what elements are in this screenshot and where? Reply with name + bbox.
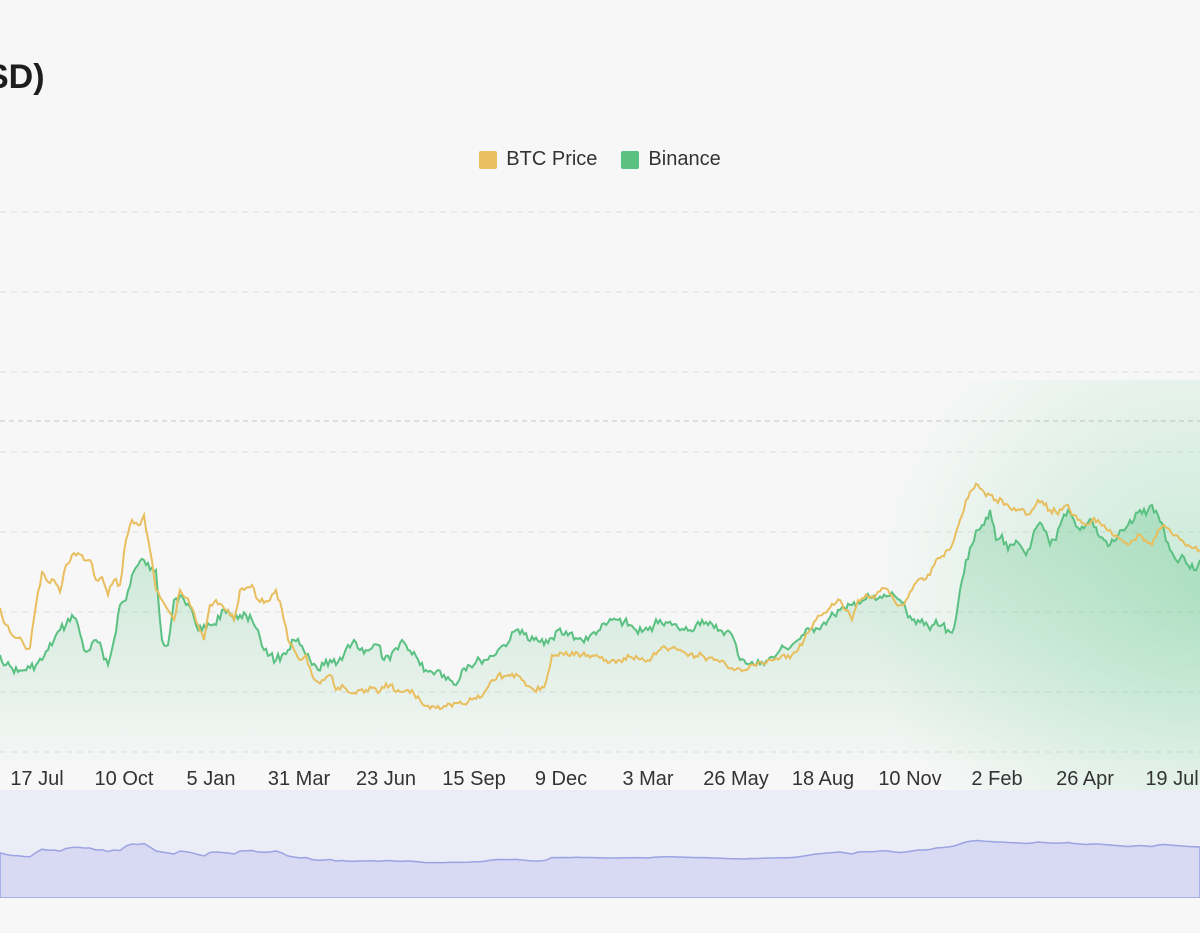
- legend-swatch-binance: [621, 150, 640, 169]
- x-axis-ticks: 17 Jul 10 Oct 5 Jan 31 Mar 23 Jun 15 Sep 9 Dec…: [10, 768, 1198, 790]
- x-tick-label: 17 Jul: [10, 768, 63, 790]
- range-navigator[interactable]: [0, 790, 1200, 898]
- legend-swatch-btc-price: [479, 150, 498, 169]
- legend-label-btc-price: BTC Price: [506, 148, 598, 170]
- x-tick-label: 19 Jul: [1145, 768, 1198, 790]
- legend-label-binance: Binance: [648, 148, 721, 170]
- x-tick-label: 15 Sep: [442, 768, 505, 790]
- x-tick-label: 18 Aug: [792, 768, 854, 790]
- binance-area: [0, 505, 1200, 760]
- legend-item-binance[interactable]: Binance: [621, 148, 721, 171]
- navigator-area: [0, 839, 1200, 898]
- x-tick-label: 10 Oct: [95, 768, 154, 790]
- legend-item-btc-price[interactable]: BTC Price: [479, 148, 597, 171]
- x-tick-label: 26 May: [703, 768, 769, 790]
- x-tick-label: 5 Jan: [187, 768, 236, 790]
- x-tick-label: 31 Mar: [268, 768, 331, 790]
- x-tick-label: 10 Nov: [878, 768, 941, 790]
- series-binance-line: [0, 503, 1200, 687]
- legend: BTC Price Binance: [0, 148, 1200, 171]
- x-tick-label: 3 Mar: [622, 768, 673, 790]
- chart-title: SD): [0, 58, 45, 96]
- x-tick-label: 23 Jun: [356, 768, 416, 790]
- x-tick-label: 2 Feb: [971, 768, 1022, 790]
- navigator-chart[interactable]: [0, 790, 1200, 898]
- main-chart[interactable]: 17 Jul 10 Oct 5 Jan 31 Mar 23 Jun 15 Sep 9 Dec…: [0, 0, 1200, 790]
- x-tick-label: 9 Dec: [535, 768, 587, 790]
- series-btc-price-line: [0, 482, 1200, 711]
- x-tick-label: 26 Apr: [1056, 768, 1114, 790]
